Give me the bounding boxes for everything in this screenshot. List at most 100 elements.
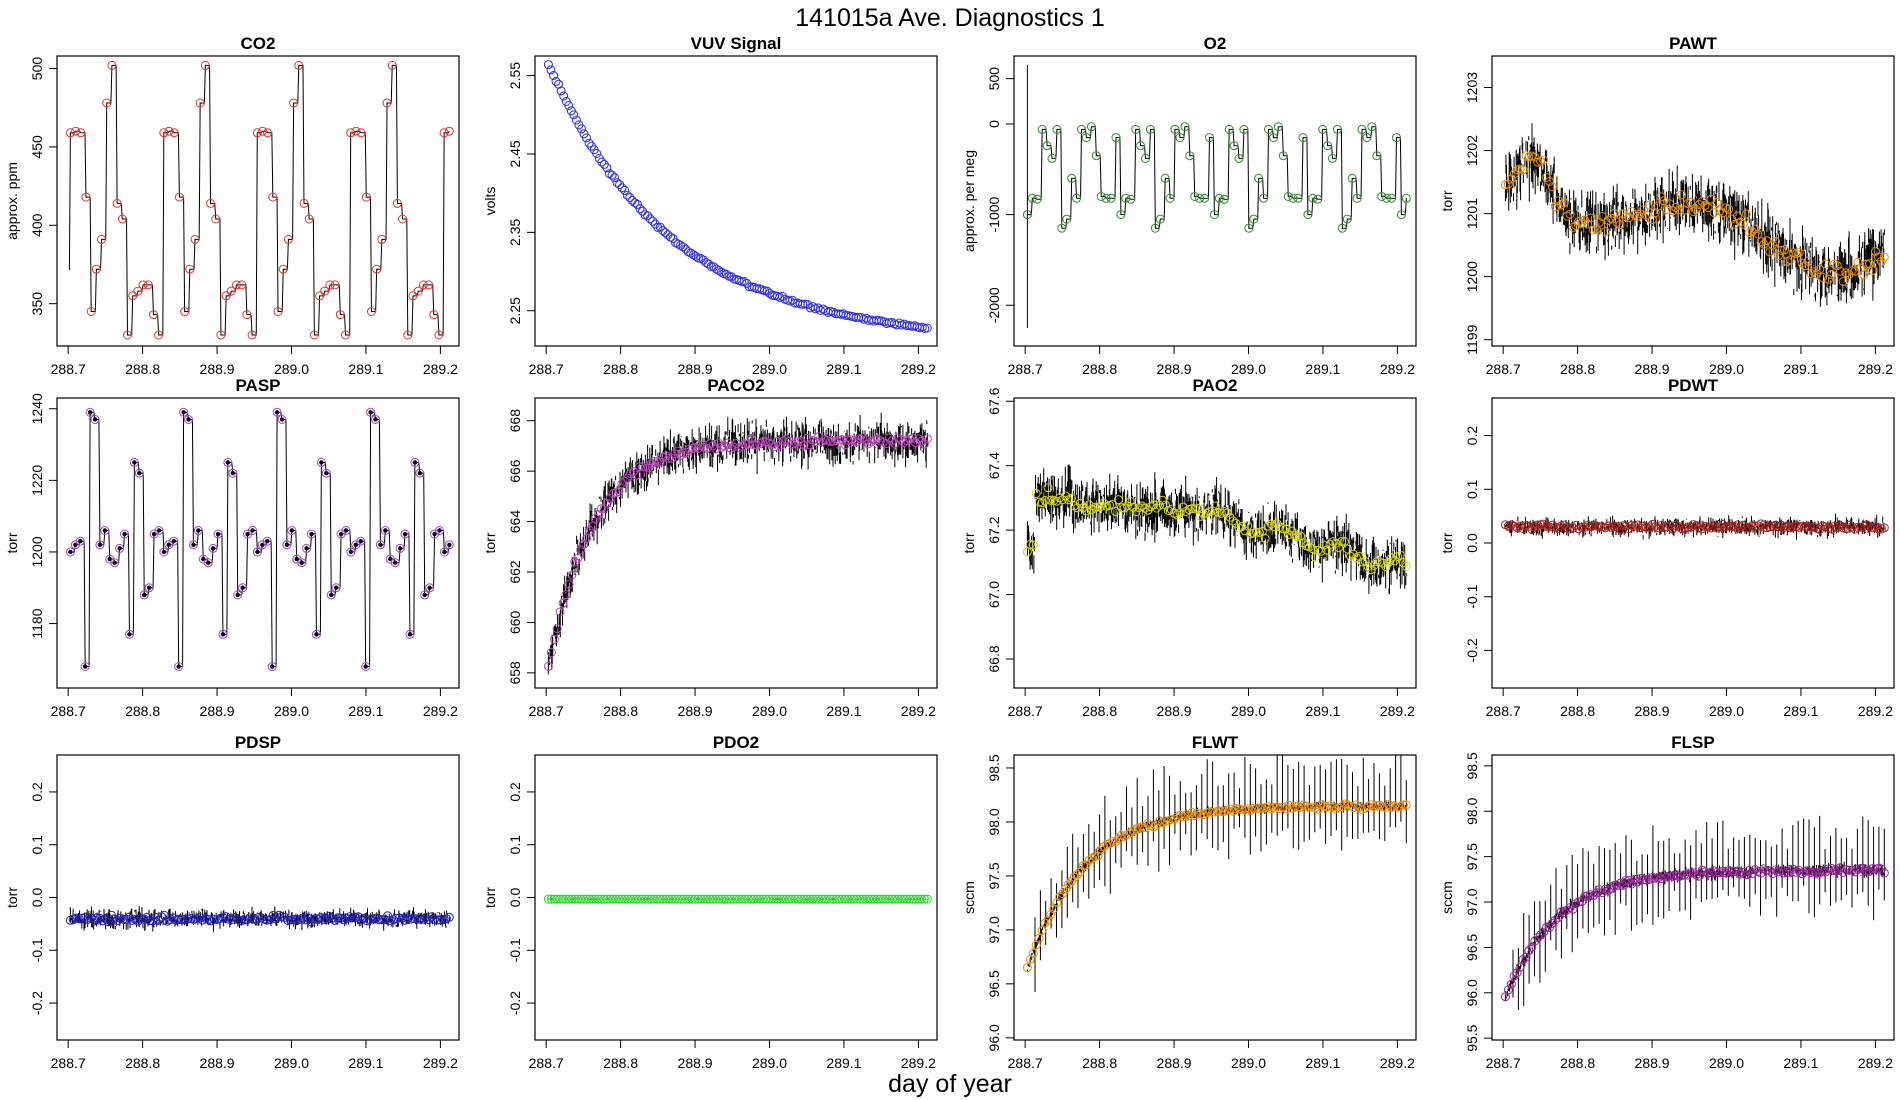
data-point — [1832, 261, 1842, 271]
data-point — [1694, 871, 1704, 881]
chart-title: VUV Signal — [691, 34, 782, 53]
y-tick-label: 1202 — [1464, 135, 1480, 166]
data-point — [1553, 912, 1563, 922]
data-noise-band — [1026, 464, 1407, 595]
data-point — [552, 624, 562, 634]
data-point — [1058, 889, 1068, 899]
data-point — [121, 914, 131, 924]
data-point — [128, 291, 138, 301]
data-point-dot — [397, 546, 403, 551]
data-point-dot — [392, 560, 398, 565]
data-point-dot — [402, 531, 408, 537]
data-point — [226, 286, 236, 296]
data-point — [1797, 521, 1807, 531]
data-point — [436, 915, 445, 925]
data-point — [391, 913, 401, 923]
plot-area — [1022, 464, 1411, 595]
data-point — [1818, 272, 1828, 282]
data-point — [582, 894, 592, 904]
data-point — [371, 415, 380, 424]
data-point — [190, 234, 200, 244]
data-point — [1269, 802, 1279, 812]
data-point — [648, 216, 658, 226]
data-point — [180, 914, 190, 924]
data-point — [1043, 915, 1053, 925]
y-axis-label: torr — [4, 532, 20, 553]
data-point — [556, 86, 566, 96]
data-point — [917, 322, 927, 332]
data-point — [646, 459, 656, 469]
data-point — [820, 894, 829, 904]
data-point — [1042, 141, 1052, 151]
data-point — [130, 914, 140, 924]
chart-panel-paco2: PACO2 torr 288.7 288.8 288.9 289.0 289.1 289.2 6… — [482, 376, 938, 719]
y-tick-label: 2.35 — [507, 219, 523, 246]
y-tick-label: 658 — [507, 661, 523, 685]
data-point — [799, 894, 809, 904]
x-tick-label: 289.0 — [1231, 1055, 1266, 1071]
data-point — [691, 251, 701, 261]
data-point-dot — [422, 592, 427, 598]
data-point — [758, 894, 768, 904]
data-point — [1099, 842, 1109, 852]
plot-area — [1500, 123, 1889, 307]
data-point — [602, 498, 612, 508]
data-point — [752, 894, 762, 904]
data-point — [1303, 210, 1313, 220]
data-point — [1067, 173, 1077, 183]
data-point — [661, 451, 671, 461]
x-tick-label: 288.8 — [1560, 361, 1595, 377]
data-point-dot — [274, 410, 280, 415]
data-point — [1290, 801, 1300, 811]
data-point — [1293, 193, 1303, 203]
data-point — [1354, 802, 1364, 812]
data-point-dot — [68, 549, 73, 555]
data-point — [802, 894, 812, 904]
data-point — [1022, 547, 1032, 557]
data-point — [1656, 874, 1666, 884]
data-point — [221, 912, 231, 922]
data-point — [1609, 208, 1619, 218]
data-point — [413, 286, 423, 296]
data-point — [746, 894, 756, 904]
data-point — [315, 291, 325, 301]
data-point — [430, 914, 440, 924]
data-point — [770, 442, 780, 452]
data-point — [398, 214, 408, 224]
figure-title: 141015a Ave. Diagnostics 1 — [795, 4, 1105, 32]
data-point — [1826, 270, 1836, 279]
data-point — [1205, 807, 1214, 817]
data-point — [1185, 151, 1195, 161]
data-point — [375, 540, 385, 550]
data-point — [1577, 218, 1587, 228]
data-point — [444, 540, 454, 550]
data-point — [653, 222, 663, 232]
data-point — [1539, 519, 1549, 529]
data-point — [767, 894, 777, 904]
data-point — [289, 914, 299, 924]
data-point — [1175, 133, 1185, 143]
data-point — [1047, 153, 1057, 163]
data-point-dot — [412, 460, 418, 465]
data-point — [280, 912, 290, 922]
data-point — [1354, 551, 1364, 561]
data-point — [1639, 875, 1648, 885]
data-point — [1633, 520, 1643, 530]
data-point — [1184, 811, 1194, 821]
data-point — [258, 126, 267, 136]
data-point — [1037, 498, 1047, 508]
data-point — [237, 280, 247, 290]
data-point — [1278, 524, 1288, 534]
data-point — [561, 894, 571, 904]
data-point — [206, 198, 215, 208]
data-point — [1237, 805, 1247, 815]
data-point — [573, 553, 583, 563]
data-point — [635, 894, 644, 904]
plot-area — [65, 906, 454, 932]
data-point — [1777, 245, 1786, 255]
data-point — [159, 547, 169, 557]
data-point — [216, 330, 226, 340]
data-point — [1709, 521, 1719, 531]
data-point — [1647, 520, 1657, 529]
x-tick-label: 288.7 — [529, 1055, 564, 1071]
